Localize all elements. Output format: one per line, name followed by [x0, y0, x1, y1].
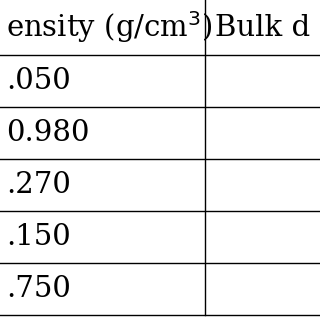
Text: 0.980: 0.980: [6, 119, 90, 147]
Text: .150: .150: [6, 223, 71, 251]
Text: ensity (g/cm$^3$): ensity (g/cm$^3$): [6, 10, 212, 45]
Text: .750: .750: [6, 275, 71, 303]
Text: .270: .270: [6, 171, 71, 199]
Text: .050: .050: [6, 67, 71, 95]
Text: Bulk d: Bulk d: [215, 13, 310, 42]
